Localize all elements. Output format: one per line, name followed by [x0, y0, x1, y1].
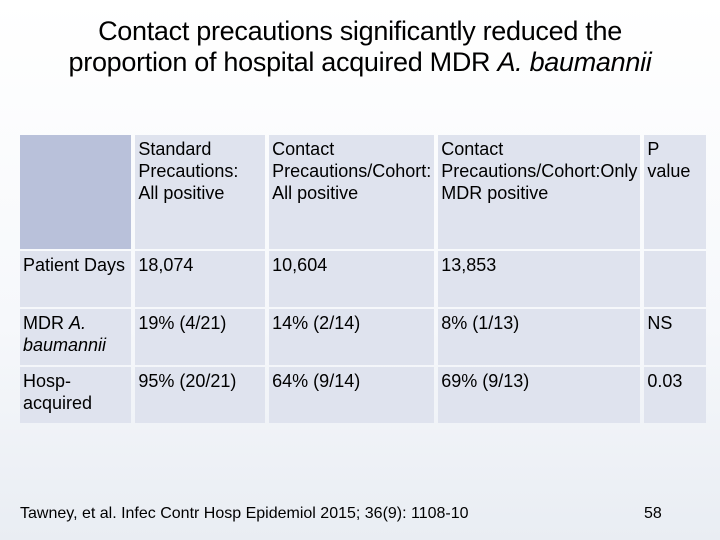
column-header: Contact Precautions/Cohort: All positive	[269, 135, 435, 249]
row-label: Patient Days	[20, 251, 132, 307]
table-cell: 13,853	[438, 251, 641, 307]
table-row: MDR A. baumannii 19% (4/21) 14% (2/14) 8…	[20, 309, 706, 365]
table-cell	[644, 251, 706, 307]
row-label-genus: A. baumannii	[23, 313, 107, 355]
table-cell: 19% (4/21)	[135, 309, 266, 365]
slide-title: Contact precautions significantly reduce…	[40, 16, 680, 78]
table-cell: 64% (9/14)	[269, 367, 435, 423]
column-header: Contact Precautions/Cohort:Only MDR posi…	[438, 135, 641, 249]
column-header: Standard Precautions: All positive	[135, 135, 266, 249]
table-cell: 69% (9/13)	[438, 367, 641, 423]
table-cell: 14% (2/14)	[269, 309, 435, 365]
table-cell: 8% (1/13)	[438, 309, 641, 365]
table-cell: 95% (20/21)	[135, 367, 266, 423]
table-cell: 18,074	[135, 251, 266, 307]
table-cell: 0.03	[644, 367, 706, 423]
page-number: 58	[644, 505, 662, 522]
table-corner-cell	[20, 135, 132, 249]
title-genus: A. baumannii	[497, 47, 652, 77]
table-row: Hosp-acquired 95% (20/21) 64% (9/14) 69%…	[20, 367, 706, 423]
citation: Tawney, et al. Infec Contr Hosp Epidemio…	[20, 505, 469, 522]
row-label-prefix: MDR	[23, 313, 69, 333]
table-cell: 10,604	[269, 251, 435, 307]
column-header: P value	[644, 135, 706, 249]
row-label: MDR A. baumannii	[20, 309, 132, 365]
table-header-row: Standard Precautions: All positive Conta…	[20, 135, 706, 249]
row-label-text: MDR A. baumannii	[23, 313, 106, 355]
table-row: Patient Days 18,074 10,604 13,853	[20, 251, 706, 307]
title-text: Contact precautions significantly reduce…	[68, 16, 623, 77]
row-label: Hosp-acquired	[20, 367, 132, 423]
table-cell: NS	[644, 309, 706, 365]
results-table: Standard Precautions: All positive Conta…	[16, 133, 710, 425]
